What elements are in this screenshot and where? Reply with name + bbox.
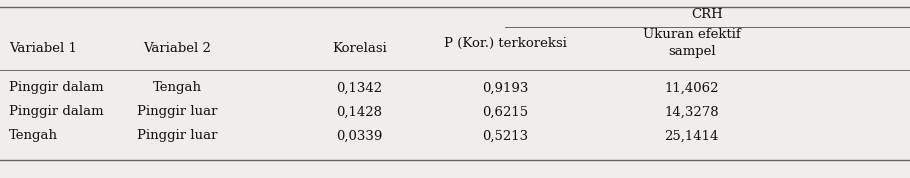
Text: Variabel 1: Variabel 1: [9, 41, 77, 54]
Text: 0,9193: 0,9193: [482, 82, 528, 95]
Text: 0,1342: 0,1342: [337, 82, 382, 95]
Text: Pinggir luar: Pinggir luar: [137, 106, 217, 119]
Text: Tengah: Tengah: [9, 130, 58, 143]
Text: 0,5213: 0,5213: [482, 130, 528, 143]
Text: Korelasi: Korelasi: [332, 41, 387, 54]
Text: 14,3278: 14,3278: [664, 106, 719, 119]
Text: 25,1414: 25,1414: [664, 130, 719, 143]
Text: Ukuran efektif
sampel: Ukuran efektif sampel: [642, 28, 741, 58]
Text: 0,1428: 0,1428: [337, 106, 382, 119]
Text: 11,4062: 11,4062: [664, 82, 719, 95]
Text: Variabel 2: Variabel 2: [144, 41, 211, 54]
Text: 0,0339: 0,0339: [337, 130, 382, 143]
Text: 0,6215: 0,6215: [482, 106, 528, 119]
Text: Tengah: Tengah: [153, 82, 202, 95]
Text: P (Kor.) terkoreksi: P (Kor.) terkoreksi: [443, 36, 567, 49]
Text: Pinggir luar: Pinggir luar: [137, 130, 217, 143]
Text: Pinggir dalam: Pinggir dalam: [9, 82, 104, 95]
Text: CRH: CRH: [692, 9, 723, 22]
Text: Pinggir dalam: Pinggir dalam: [9, 106, 104, 119]
